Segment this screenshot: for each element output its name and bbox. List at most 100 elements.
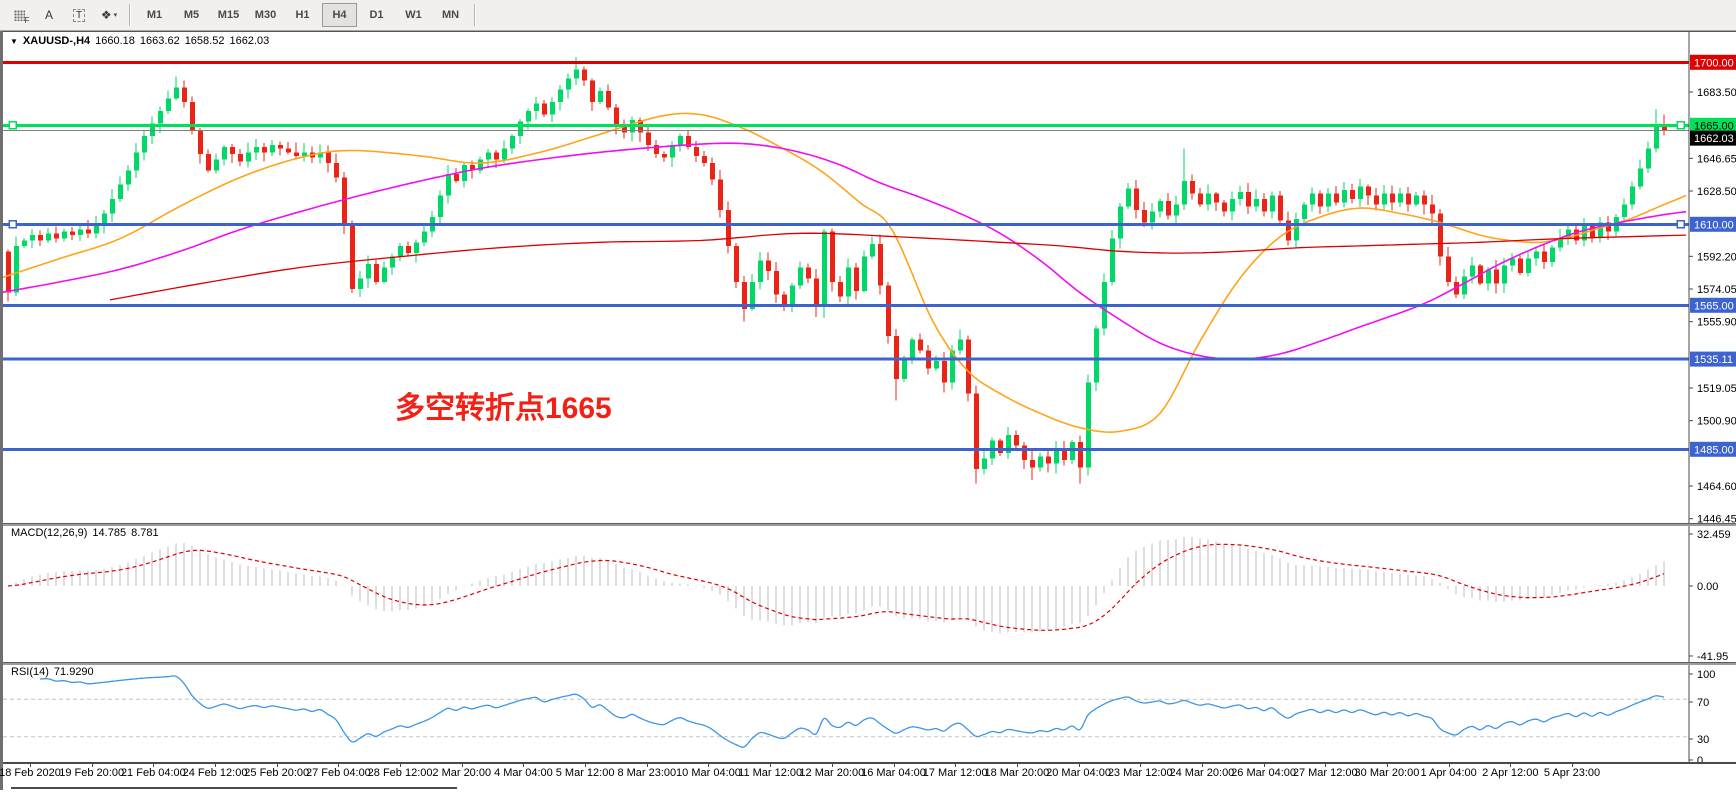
ma-fast-orange[interactable] — [3, 112, 1687, 434]
text-box-icon[interactable]: T — [65, 2, 93, 28]
time-tick — [1140, 764, 1142, 767]
price-tick-label: 1592.20 — [1697, 251, 1736, 263]
time-tick — [276, 764, 278, 767]
time-tick — [461, 764, 463, 767]
time-label: 19 Feb 20:00 — [59, 767, 125, 779]
collapse-arrow-icon[interactable]: ▼ — [10, 36, 18, 46]
symbol-label: XAUUSD-,H4 — [22, 35, 91, 47]
price-tick-label: 1628.50 — [1697, 186, 1736, 198]
pane-separator[interactable] — [3, 523, 1736, 526]
time-tick — [30, 764, 31, 767]
time-label: 24 Mar 20:00 — [1169, 767, 1235, 779]
rsi-indicator-label: RSI(14) 71.9290 — [11, 666, 94, 678]
price-tick-label: 1500.90 — [1697, 416, 1736, 428]
timeframe-group: M1 M5 M15 M30 H1 H4 D1 W1 MN — [136, 3, 469, 27]
text-box-glyph: T — [72, 8, 86, 22]
timeframe-button-m30[interactable]: M30 — [254, 9, 277, 21]
macd-pane-canvas[interactable]: 32.459 0.00 -41.95 — [3, 526, 1736, 662]
timeframe-button-m15[interactable]: M15 — [217, 9, 240, 21]
line-drag-handle[interactable] — [8, 121, 17, 130]
line-drag-handle[interactable] — [1676, 220, 1685, 229]
line-drag-handle[interactable] — [8, 220, 17, 229]
ohlc-close: 1662.03 — [229, 35, 270, 47]
timeframe-button-m5[interactable]: M5 — [183, 9, 200, 21]
dots-grid-icon[interactable]: F — [5, 2, 33, 28]
time-tick — [770, 764, 772, 767]
time-tick — [708, 764, 710, 767]
time-label: 16 Mar 04:00 — [861, 767, 926, 779]
dots-grid-glyph: F — [13, 9, 30, 25]
timeframe-button-h4[interactable]: H4 — [322, 3, 357, 27]
time-tick — [585, 764, 587, 767]
svg-text:1610.00: 1610.00 — [1694, 219, 1734, 231]
time-label: 26 Mar 04:00 — [1231, 767, 1296, 779]
price-tick-label: 1464.60 — [1697, 481, 1736, 493]
price-tick-label: 1555.90 — [1697, 317, 1736, 329]
main-chart-canvas[interactable]: 1683.50 1646.65 1628.50 1592.20 1574.05 1555.… — [3, 31, 1736, 523]
time-tick — [955, 764, 957, 767]
timeframe-button-w1[interactable]: W1 — [405, 9, 422, 21]
time-label: 28 Feb 12:00 — [367, 767, 433, 779]
ohlc-high: 1663.62 — [139, 35, 180, 47]
pane-separator[interactable] — [3, 662, 1736, 665]
axis-badge-1535.11: 1535.11 — [1690, 351, 1736, 367]
axis-badge-1610.00: 1610.00 — [1690, 216, 1736, 232]
chart-text-annotation[interactable]: 多空转折点1665 — [395, 392, 612, 425]
line-drag-handle[interactable] — [1676, 121, 1685, 130]
time-tick — [1263, 764, 1265, 767]
horizontal-scrollbar[interactable] — [11, 787, 457, 789]
macd-signal-line — [7, 543, 1665, 631]
time-label: 25 Feb 20:00 — [244, 767, 310, 779]
time-label: 18 Mar 20:00 — [984, 767, 1050, 779]
ma-slow-red[interactable] — [109, 232, 1687, 301]
macd-signal-value: 8.781 — [131, 527, 159, 539]
time-tick — [893, 764, 895, 767]
svg-text:1485.00: 1485.00 — [1694, 444, 1734, 456]
time-tick — [831, 764, 833, 767]
time-tick — [1510, 764, 1512, 767]
time-label: 5 Apr 23:00 — [1543, 767, 1601, 779]
timeframe-button-m1[interactable]: M1 — [146, 9, 163, 21]
ma-mid-magenta[interactable] — [3, 142, 1687, 361]
time-tick — [1016, 764, 1018, 767]
objects-dropdown-icon[interactable]: ❖ ▾ — [95, 2, 123, 28]
time-label: 24 Feb 12:00 — [182, 767, 248, 779]
price-line-support-1610[interactable] — [3, 220, 1689, 229]
axis-badge-1565.00: 1565.00 — [1690, 297, 1736, 313]
axis-badge-1665.00: 1665.00 — [1690, 117, 1736, 133]
rsi-scale-label: 30 — [1697, 734, 1709, 746]
letter-a-icon[interactable]: A — [35, 2, 63, 28]
time-label: 10 Mar 04:00 — [676, 767, 741, 779]
price-axis: 1683.50 1646.65 1628.50 1592.20 1574.05 1555.… — [1688, 32, 1736, 523]
svg-text:1662.03: 1662.03 — [1694, 133, 1734, 145]
svg-text:1665.00: 1665.00 — [1694, 120, 1734, 132]
rsi-scale-label: 100 — [1697, 669, 1715, 681]
timeframe-button-mn[interactable]: MN — [441, 9, 460, 21]
price-line-pivot-1665[interactable] — [3, 121, 1689, 130]
time-tick — [646, 764, 648, 767]
rsi-pane-canvas[interactable]: 100 70 30 0 — [3, 665, 1736, 762]
axis-badge-1662.03: 1662.03 — [1690, 130, 1736, 146]
time-tick — [91, 764, 93, 767]
time-label: 2 Mar 20:00 — [432, 767, 492, 779]
time-tick — [338, 764, 340, 767]
macd-histogram — [15, 537, 1665, 634]
rsi-scale-label: 0 — [1697, 755, 1703, 762]
chevron-down-icon: ▾ — [113, 12, 118, 19]
time-tick — [1386, 764, 1388, 767]
time-tick — [153, 764, 155, 767]
price-tick-label: 1683.50 — [1697, 87, 1736, 99]
timeframe-button-d1[interactable]: D1 — [369, 9, 384, 21]
time-tick — [1078, 764, 1080, 767]
time-tick — [400, 764, 402, 767]
objects-glyph: ❖ — [100, 8, 112, 22]
chart-window: 1683.50 1646.65 1628.50 1592.20 1574.05 1555.… — [0, 31, 1736, 790]
time-tick — [523, 764, 525, 767]
time-label: 27 Mar 12:00 — [1292, 767, 1358, 779]
time-label: 12 Mar 20:00 — [799, 767, 865, 779]
time-tick — [1448, 764, 1450, 767]
time-axis[interactable]: 18 Feb 2020 19 Feb 20:00 21 Feb 04:00 24 Fe… — [0, 762, 1736, 785]
price-tick-label: 1519.05 — [1697, 383, 1736, 395]
timeframe-button-h1[interactable]: H1 — [295, 9, 310, 21]
time-label: 30 Mar 20:00 — [1354, 767, 1420, 779]
